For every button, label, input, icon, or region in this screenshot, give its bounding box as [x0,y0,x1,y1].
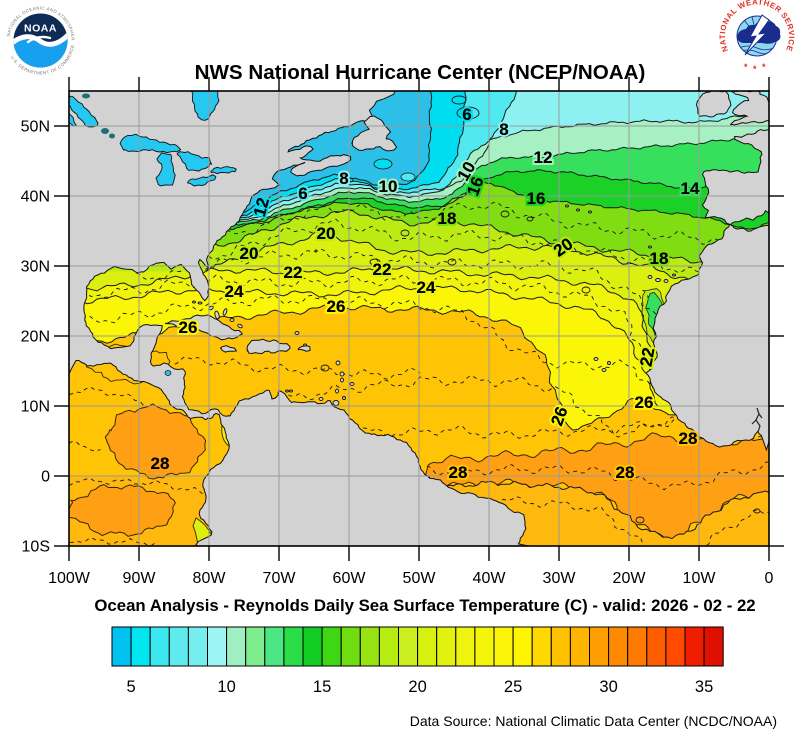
svg-text:*: * [762,62,766,72]
svg-text:6: 6 [298,184,307,203]
svg-text:10: 10 [217,678,235,696]
svg-text:28: 28 [616,463,635,482]
svg-text:18: 18 [438,209,457,228]
svg-text:26: 26 [327,297,346,316]
svg-text:15: 15 [313,678,331,696]
svg-text:18: 18 [650,249,669,268]
svg-text:20: 20 [240,244,259,263]
svg-text:35: 35 [695,678,713,696]
svg-text:10S: 10S [22,539,50,556]
svg-text:30N: 30N [21,259,50,276]
svg-text:NOAA: NOAA [24,23,57,35]
svg-text:6: 6 [462,105,471,124]
svg-text:16: 16 [527,189,546,208]
svg-text:50W: 50W [403,570,437,587]
svg-text:24: 24 [225,282,244,301]
svg-text:30: 30 [599,678,617,696]
svg-text:*: * [744,62,748,72]
svg-text:22: 22 [636,346,658,368]
svg-text:28: 28 [449,463,468,482]
svg-text:0: 0 [765,570,774,587]
svg-text:5: 5 [127,678,136,696]
svg-text:22: 22 [373,260,392,279]
svg-text:Ocean Analysis - Reynolds Dail: Ocean Analysis - Reynolds Daily Sea Surf… [94,596,755,615]
svg-text:26: 26 [179,318,198,337]
svg-text:18: 18 [438,209,457,228]
svg-text:28: 28 [679,429,698,448]
svg-text:25: 25 [504,678,522,696]
svg-text:50N: 50N [21,119,50,136]
svg-text:24: 24 [225,282,244,301]
svg-text:20N: 20N [21,329,50,346]
svg-text:8: 8 [499,120,508,139]
svg-text:8: 8 [339,169,348,188]
svg-text:10W: 10W [683,570,717,587]
svg-text:14: 14 [681,179,700,198]
svg-text:90W: 90W [123,570,157,587]
svg-text:28: 28 [679,429,698,448]
svg-text:28: 28 [449,463,468,482]
svg-text:10N: 10N [21,399,50,416]
svg-text:70W: 70W [263,570,297,587]
svg-text:NWS National Hurricane Center: NWS National Hurricane Center (NCEP/NOAA… [195,61,646,84]
svg-text:6: 6 [298,184,307,203]
svg-text:18: 18 [650,249,669,268]
svg-text:20W: 20W [613,570,647,587]
svg-text:28: 28 [151,454,170,473]
svg-text:26: 26 [327,297,346,316]
svg-text:60W: 60W [333,570,367,587]
svg-text:28: 28 [151,454,170,473]
svg-text:24: 24 [417,278,436,297]
svg-text:6: 6 [462,105,471,124]
svg-text:16: 16 [527,189,546,208]
svg-text:26: 26 [179,318,198,337]
svg-text:10: 10 [379,177,398,196]
svg-text:28: 28 [616,463,635,482]
svg-text:24: 24 [417,278,436,297]
svg-text:80W: 80W [193,570,227,587]
svg-text:40N: 40N [21,189,50,206]
svg-text:12: 12 [534,148,553,167]
svg-text:0: 0 [41,469,50,486]
svg-text:8: 8 [499,120,508,139]
svg-text:26: 26 [635,393,654,412]
svg-text:20: 20 [408,678,426,696]
svg-text:30W: 30W [543,570,577,587]
svg-text:20: 20 [240,244,259,263]
svg-text:20: 20 [317,224,336,243]
svg-text:12: 12 [534,148,553,167]
svg-text:Data Source: National Climatic: Data Source: National Climatic Data Cent… [410,713,777,729]
svg-text:*: * [753,64,757,74]
svg-text:100W: 100W [48,570,91,587]
svg-text:22: 22 [284,263,303,282]
svg-text:8: 8 [339,169,348,188]
svg-text:14: 14 [681,179,700,198]
svg-text:12: 12 [250,196,273,219]
svg-text:20: 20 [317,224,336,243]
svg-text:10: 10 [379,177,398,196]
svg-text:22: 22 [284,263,303,282]
svg-text:40W: 40W [473,570,507,587]
svg-text:22: 22 [373,260,392,279]
svg-text:26: 26 [635,393,654,412]
